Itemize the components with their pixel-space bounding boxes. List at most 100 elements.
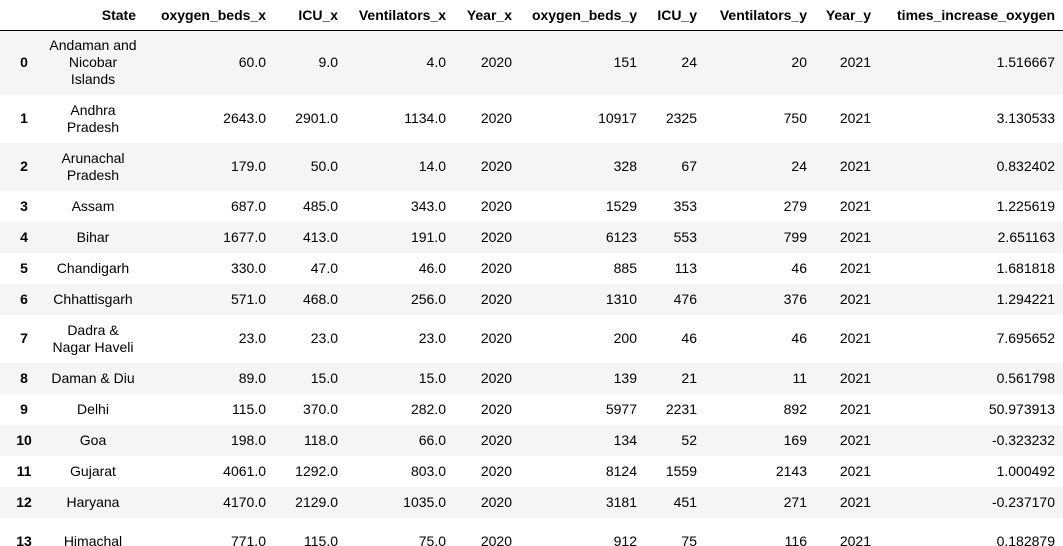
- cell-oxygen-beds-y: 1529: [605, 197, 637, 214]
- header-oxygen-beds-x: oxygen_beds_x: [144, 0, 274, 31]
- header-icu-x: ICU_x: [274, 0, 346, 31]
- cell-oxygen-beds-x: 1677.0: [223, 228, 266, 245]
- cell-icu-x: 23.0: [310, 330, 338, 346]
- cell-icu-x: 50.0: [310, 158, 338, 174]
- cell-ventilators-y: 279: [783, 197, 807, 214]
- header-times-increase-oxygen: times_increase_oxygen: [879, 0, 1063, 31]
- cell-year-y: 2021: [839, 158, 871, 174]
- cell-ventilators-y: 46: [791, 330, 807, 346]
- cell-state: Himachal: [63, 533, 123, 546]
- table-row: 11 Gujarat 4061.0 1292.0 803.0 2020 8124…: [0, 455, 1063, 487]
- row-index: 0: [20, 54, 28, 71]
- cell-oxygen-beds-y: 5977: [605, 400, 637, 417]
- header-year-x: Year_x: [454, 0, 520, 31]
- cell-icu-x: 2129.0: [295, 493, 338, 510]
- cell-state: Assam: [71, 197, 115, 214]
- cell-ventilators-x: 46.0: [418, 259, 446, 276]
- cell-year-y: 2021: [839, 369, 871, 386]
- cell-ventilators-y: 24: [791, 158, 807, 174]
- table-row: 5 Chandigarh 330.0 47.0 46.0 2020 885 11…: [0, 252, 1063, 284]
- cell-state: Dadra & Nagar Haveli: [52, 321, 134, 355]
- cell-ventilators-x: 803.0: [410, 462, 446, 479]
- row-index: 9: [20, 400, 28, 417]
- cell-icu-y: 553: [673, 228, 697, 245]
- cell-state: Chhattisgarh: [53, 290, 133, 307]
- cell-icu-x: 1292.0: [295, 462, 338, 479]
- row-index: 2: [20, 158, 28, 174]
- cell-year-x: 2020: [480, 431, 512, 448]
- cell-times-increase-oxygen: 0.182879: [996, 533, 1055, 546]
- cell-year-x: 2020: [480, 533, 512, 546]
- table-row: 6 Chhattisgarh 571.0 468.0 256.0 2020 13…: [0, 283, 1063, 315]
- cell-times-increase-oxygen: 1.516667: [996, 54, 1055, 71]
- cell-year-y: 2021: [839, 533, 871, 546]
- cell-times-increase-oxygen: 0.561798: [996, 369, 1055, 386]
- cell-oxygen-beds-x: 2643.0: [223, 110, 266, 126]
- cell-oxygen-beds-x: 330.0: [230, 259, 266, 276]
- cell-oxygen-beds-x: 23.0: [238, 330, 266, 346]
- table-row: 13 Himachal 771.0 115.0 75.0 2020 912 75…: [0, 517, 1063, 546]
- row-index: 12: [16, 493, 32, 510]
- cell-oxygen-beds-x: 771.0: [230, 533, 266, 546]
- cell-times-increase-oxygen: 2.651163: [997, 228, 1055, 245]
- cell-year-x: 2020: [480, 54, 512, 71]
- cell-state: Goa: [79, 431, 107, 448]
- cell-ventilators-y: 271: [783, 493, 807, 510]
- cell-ventilators-y: 376: [783, 290, 807, 307]
- cell-times-increase-oxygen: -0.237170: [991, 493, 1055, 510]
- cell-year-y: 2021: [839, 431, 871, 448]
- cell-year-x: 2020: [480, 462, 512, 479]
- header-row: State oxygen_beds_x ICU_x Ventilators_x …: [0, 0, 1063, 31]
- cell-oxygen-beds-x: 60.0: [238, 54, 266, 71]
- cell-ventilators-x: 4.0: [426, 54, 446, 71]
- cell-icu-x: 9.0: [318, 54, 338, 71]
- cell-oxygen-beds-x: 115.0: [232, 400, 266, 417]
- table-header: State oxygen_beds_x ICU_x Ventilators_x …: [0, 0, 1063, 31]
- row-index: 13: [16, 533, 32, 546]
- cell-oxygen-beds-y: 139: [613, 369, 637, 386]
- header-icu-y: ICU_y: [645, 0, 705, 31]
- row-index: 11: [16, 462, 32, 479]
- cell-icu-y: 113: [674, 259, 697, 276]
- cell-ventilators-y: 892: [783, 400, 807, 417]
- cell-icu-x: 118.0: [304, 431, 338, 448]
- cell-year-x: 2020: [480, 259, 512, 276]
- cell-oxygen-beds-y: 912: [613, 533, 637, 546]
- cell-icu-x: 485.0: [302, 197, 338, 214]
- row-index: 7: [20, 330, 28, 346]
- cell-oxygen-beds-y: 885: [613, 259, 637, 276]
- cell-oxygen-beds-x: 687.0: [230, 197, 266, 214]
- cell-state: Bihar: [76, 228, 110, 245]
- cell-oxygen-beds-y: 200: [613, 330, 637, 346]
- cell-year-x: 2020: [480, 493, 512, 510]
- table-row: 4 Bihar 1677.0 413.0 191.0 2020 6123 553…: [0, 221, 1063, 253]
- header-ventilators-y: Ventilators_y: [705, 0, 815, 31]
- cell-year-x: 2020: [480, 228, 512, 245]
- cell-ventilators-x: 14.0: [418, 158, 446, 174]
- row-index: 1: [20, 110, 28, 126]
- cell-oxygen-beds-y: 8124: [605, 462, 637, 479]
- cell-state: Gujarat: [70, 462, 116, 479]
- cell-times-increase-oxygen: 0.832402: [996, 158, 1055, 174]
- cell-times-increase-oxygen: 1.681818: [996, 259, 1055, 276]
- cell-times-increase-oxygen: 7.695652: [996, 330, 1055, 346]
- row-index: 8: [20, 369, 28, 386]
- cell-year-x: 2020: [480, 400, 512, 417]
- cell-times-increase-oxygen: -0.323232: [991, 431, 1055, 448]
- cell-times-increase-oxygen: 3.130533: [996, 110, 1055, 126]
- header-ventilators-x: Ventilators_x: [346, 0, 454, 31]
- cell-oxygen-beds-y: 328: [613, 158, 637, 174]
- cell-year-y: 2021: [839, 462, 871, 479]
- cell-oxygen-beds-y: 134: [613, 431, 637, 448]
- cell-ventilators-y: 11: [792, 369, 807, 386]
- cell-oxygen-beds-x: 4061.0: [223, 462, 266, 479]
- cell-times-increase-oxygen: 1.000492: [996, 462, 1055, 479]
- cell-icu-y: 2231: [665, 400, 697, 417]
- cell-icu-x: 2901.0: [295, 110, 338, 126]
- cell-icu-y: 67: [681, 158, 697, 174]
- cell-ventilators-x: 1035.0: [403, 493, 446, 510]
- cell-ventilators-x: 75.0: [418, 533, 446, 546]
- cell-oxygen-beds-x: 179.0: [230, 158, 266, 174]
- cell-ventilators-y: 799: [783, 228, 807, 245]
- cell-state: Arunachal Pradesh: [61, 149, 125, 183]
